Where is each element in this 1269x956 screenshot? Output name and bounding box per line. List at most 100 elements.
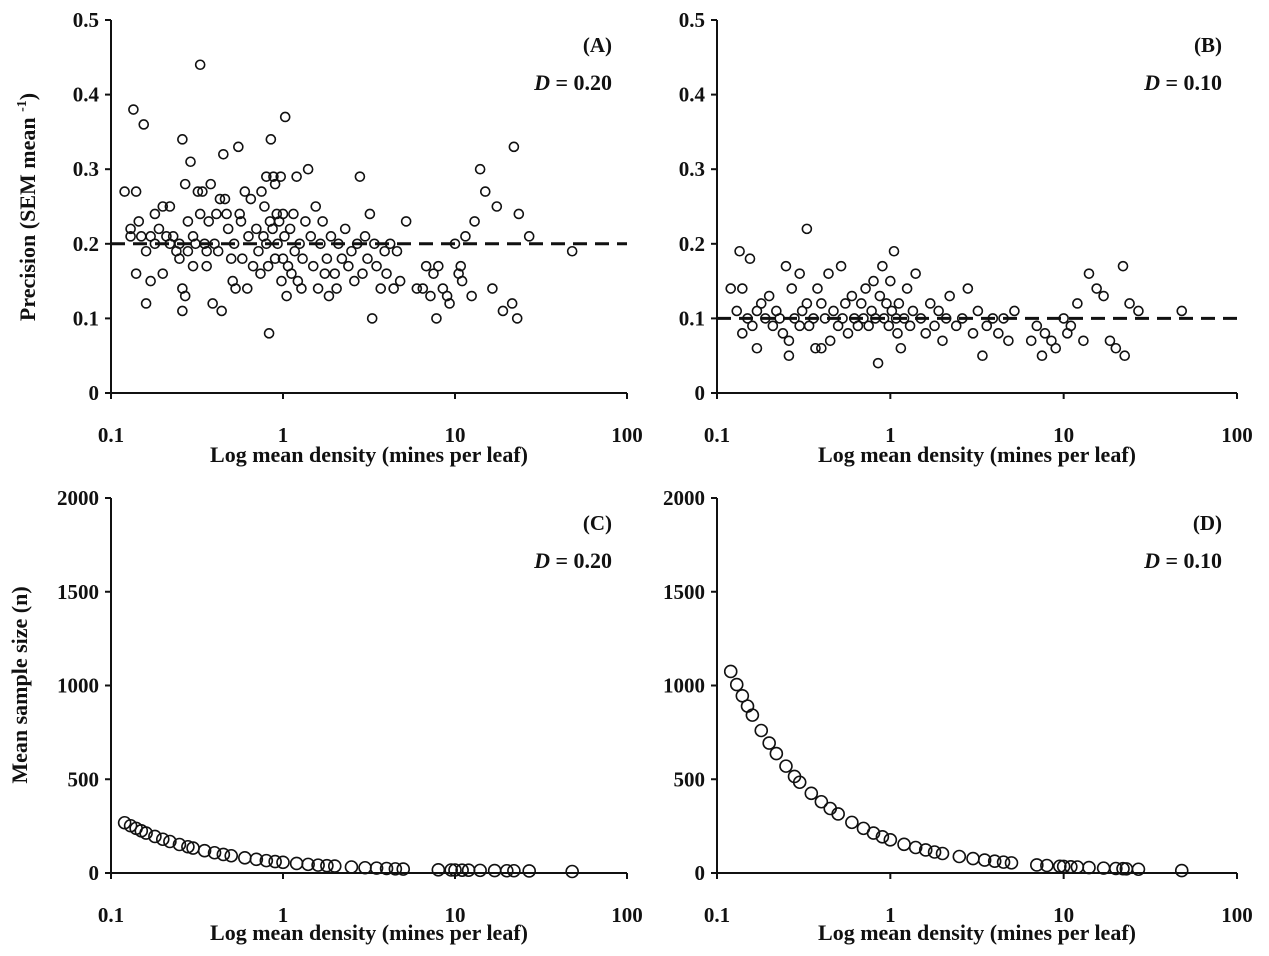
- data-point: [312, 283, 324, 294]
- data-point: [937, 335, 948, 347]
- data-point: [796, 305, 808, 317]
- data-point: [225, 253, 237, 265]
- data-point: [455, 260, 467, 272]
- data-point: [130, 186, 142, 197]
- data-point: [241, 283, 253, 294]
- data-point: [201, 260, 212, 272]
- data-point: [221, 208, 232, 220]
- y-tick-label: 2000: [57, 486, 99, 510]
- data-point: [351, 238, 363, 250]
- data-point: [284, 223, 296, 235]
- data-point: [327, 859, 342, 873]
- data-point: [723, 664, 738, 679]
- data-point: [835, 260, 847, 272]
- data-point: [1133, 305, 1144, 317]
- data-point: [182, 216, 194, 227]
- data-point: [177, 134, 188, 145]
- data-point: [268, 171, 279, 182]
- data-point: [944, 290, 955, 302]
- panel-label: (A): [583, 33, 612, 57]
- data-point: [425, 290, 436, 302]
- data-point: [371, 260, 382, 272]
- data-point: [801, 298, 813, 309]
- data-point: [249, 852, 264, 867]
- data-point: [243, 231, 254, 242]
- data-point: [1078, 335, 1089, 347]
- data-point: [319, 268, 331, 279]
- data-point: [1036, 350, 1048, 362]
- data-point: [792, 775, 807, 790]
- data-point: [956, 313, 968, 324]
- data-point: [523, 231, 535, 242]
- data-point: [381, 268, 392, 279]
- x-tick-label: 0.1: [704, 423, 730, 447]
- data-point: [128, 104, 139, 115]
- data-point: [194, 208, 206, 220]
- data-point: [860, 283, 871, 294]
- data-point: [783, 350, 795, 362]
- data-point: [388, 862, 403, 876]
- data-point: [216, 847, 231, 862]
- data-point: [729, 677, 744, 692]
- data-point: [354, 171, 366, 182]
- data-point: [138, 119, 150, 130]
- data-point: [1174, 863, 1189, 878]
- data-point: [883, 320, 895, 332]
- x-tick-label: 0.1: [98, 903, 124, 927]
- data-point: [276, 275, 287, 287]
- data-point: [174, 253, 185, 265]
- panel-b: 0 0.1 0.2 0.3 0.4 0.5 0.1 1 10 100 Log mean densit…: [679, 8, 1253, 467]
- data-point: [499, 863, 514, 878]
- data-point: [1053, 859, 1067, 874]
- data-point: [375, 283, 387, 294]
- data-point: [1025, 335, 1037, 347]
- x-tick-label: 10: [445, 423, 466, 447]
- data-point: [222, 223, 234, 235]
- data-point: [895, 342, 907, 354]
- data-point: [1083, 268, 1095, 279]
- x-tick-label: 100: [611, 423, 643, 447]
- data-point: [745, 708, 760, 722]
- data-point: [901, 283, 913, 294]
- x-tick-label: 1: [885, 903, 896, 927]
- x-tick-label: 10: [1053, 903, 1074, 927]
- data-point: [737, 328, 748, 339]
- data-point: [291, 171, 302, 182]
- data-point: [506, 298, 518, 309]
- data-point: [411, 283, 423, 294]
- data-point: [1004, 856, 1019, 870]
- y-tick-label: 0.2: [679, 232, 705, 256]
- data-point: [950, 320, 962, 332]
- data-point: [998, 313, 1009, 324]
- data-point: [915, 313, 927, 324]
- data-point: [444, 863, 458, 877]
- data-point: [433, 260, 444, 272]
- y-tick-label: 500: [68, 767, 100, 791]
- data-point: [1082, 860, 1096, 875]
- data-point: [487, 283, 498, 294]
- x-axis-title: Log mean density (mines per leaf): [210, 920, 528, 945]
- data-point: [177, 305, 188, 317]
- data-point: [952, 849, 967, 864]
- data-point: [197, 186, 208, 197]
- data-point: [294, 238, 305, 250]
- data-point: [972, 305, 984, 317]
- data-point: [878, 313, 890, 324]
- y-tick-label: 0: [695, 861, 706, 885]
- data-point: [267, 223, 278, 235]
- data-point: [441, 290, 453, 302]
- data-point: [810, 342, 821, 354]
- data-point: [263, 328, 275, 339]
- data-point: [315, 238, 326, 250]
- data-point: [192, 186, 204, 197]
- data-point: [281, 290, 292, 302]
- data-point: [238, 851, 252, 865]
- data-point: [179, 178, 191, 190]
- data-point: [460, 231, 471, 242]
- data-point: [918, 843, 933, 857]
- data-point: [1091, 283, 1102, 294]
- data-point: [247, 260, 259, 272]
- data-point: [823, 268, 834, 279]
- data-point: [140, 298, 152, 309]
